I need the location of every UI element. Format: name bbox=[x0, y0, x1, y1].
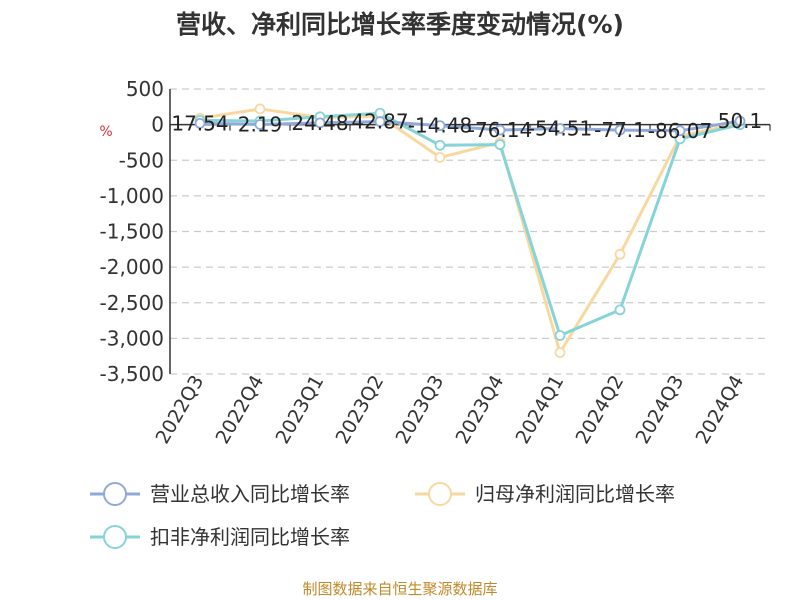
data-label: -86.07 bbox=[648, 119, 712, 143]
series-1-point[interactable] bbox=[254, 119, 266, 130]
series-1-point[interactable] bbox=[374, 116, 386, 127]
y-tick-label: -1,500 bbox=[100, 220, 164, 244]
data-label: -14.48 bbox=[408, 114, 472, 138]
series-3-point[interactable] bbox=[614, 304, 626, 316]
series-3-point[interactable] bbox=[554, 330, 566, 341]
x-tick-label: 2024Q1 bbox=[512, 372, 569, 448]
y-tick-label: -2,500 bbox=[100, 291, 164, 315]
legend-item-3[interactable]: 扣非净利润同比增长率 bbox=[90, 525, 350, 549]
y-tick-label: -3,500 bbox=[100, 362, 164, 386]
data-label: 17.54 bbox=[171, 111, 228, 135]
series-1-point[interactable] bbox=[554, 123, 566, 134]
series-1-point[interactable] bbox=[494, 124, 506, 136]
y-tick-label: -500 bbox=[119, 148, 164, 172]
series-line-2 bbox=[199, 107, 741, 355]
x-tick-label: 2024Q3 bbox=[632, 372, 689, 448]
series-1-point[interactable] bbox=[194, 117, 206, 129]
series-2-point[interactable] bbox=[434, 151, 446, 163]
legend-item-1[interactable]: 营业总收入同比增长率 bbox=[90, 482, 350, 506]
y-tick-label: 500 bbox=[126, 77, 164, 101]
x-tick-label: 2023Q2 bbox=[332, 372, 389, 448]
series-2-point[interactable] bbox=[554, 347, 566, 359]
y-axis-label: % bbox=[99, 124, 112, 140]
x-tick-label: 2023Q4 bbox=[452, 372, 509, 448]
x-tick-label: 2024Q2 bbox=[572, 372, 629, 448]
series-1-point[interactable] bbox=[614, 124, 626, 136]
series-line-1 bbox=[199, 119, 741, 133]
legend-swatch-marker bbox=[428, 482, 452, 506]
series-group bbox=[194, 103, 746, 359]
data-label: -76.14 bbox=[468, 118, 532, 142]
legend-label: 归母净利润同比增长率 bbox=[475, 482, 675, 506]
series-1-point[interactable] bbox=[734, 115, 746, 127]
legend-label: 营业总收入同比增长率 bbox=[150, 482, 350, 506]
x-tick-label: 2024Q4 bbox=[692, 372, 749, 448]
grid-lines bbox=[170, 88, 770, 375]
data-label: 24.48 bbox=[291, 111, 348, 135]
x-tick-label: 2023Q1 bbox=[272, 372, 329, 448]
series-3-point[interactable] bbox=[434, 139, 446, 151]
x-tick-label: 2023Q3 bbox=[392, 372, 449, 448]
legend-swatch-marker bbox=[103, 525, 127, 549]
data-label: 42.87 bbox=[351, 110, 408, 134]
y-tick-label: -1,000 bbox=[100, 184, 164, 208]
series-1-point[interactable] bbox=[674, 125, 686, 137]
data-label: 50.1 bbox=[718, 109, 763, 133]
data-label: -77.1 bbox=[594, 118, 646, 142]
x-tick-label: 2022Q4 bbox=[212, 372, 269, 448]
series-1-point[interactable] bbox=[434, 120, 446, 132]
legend-label: 扣非净利润同比增长率 bbox=[150, 525, 350, 549]
series-1-point[interactable] bbox=[314, 117, 326, 129]
series-3-point[interactable] bbox=[494, 139, 506, 150]
series-2-point[interactable] bbox=[254, 103, 266, 115]
data-labels: 17.54 2.19 24.48 42.87 -14.48-76.14-54.51 -77… bbox=[171, 109, 762, 143]
legend-item-2[interactable]: 归母净利润同比增长率 bbox=[415, 482, 675, 506]
source-note: 制图数据来自恒生聚源数据库 bbox=[302, 580, 497, 598]
y-tick-label: -2,000 bbox=[100, 255, 164, 279]
y-tick-label: -3,000 bbox=[100, 326, 164, 350]
data-label: -54.51 bbox=[528, 117, 592, 141]
series-line-3 bbox=[199, 111, 741, 338]
y-tick-label: 0 bbox=[151, 113, 164, 137]
series-2-point[interactable] bbox=[614, 248, 626, 260]
chart-title: 营收、净利同比增长率季度变动情况(%) bbox=[176, 10, 624, 39]
data-label: 2.19 bbox=[238, 112, 283, 136]
legend-swatch-marker bbox=[103, 482, 127, 506]
